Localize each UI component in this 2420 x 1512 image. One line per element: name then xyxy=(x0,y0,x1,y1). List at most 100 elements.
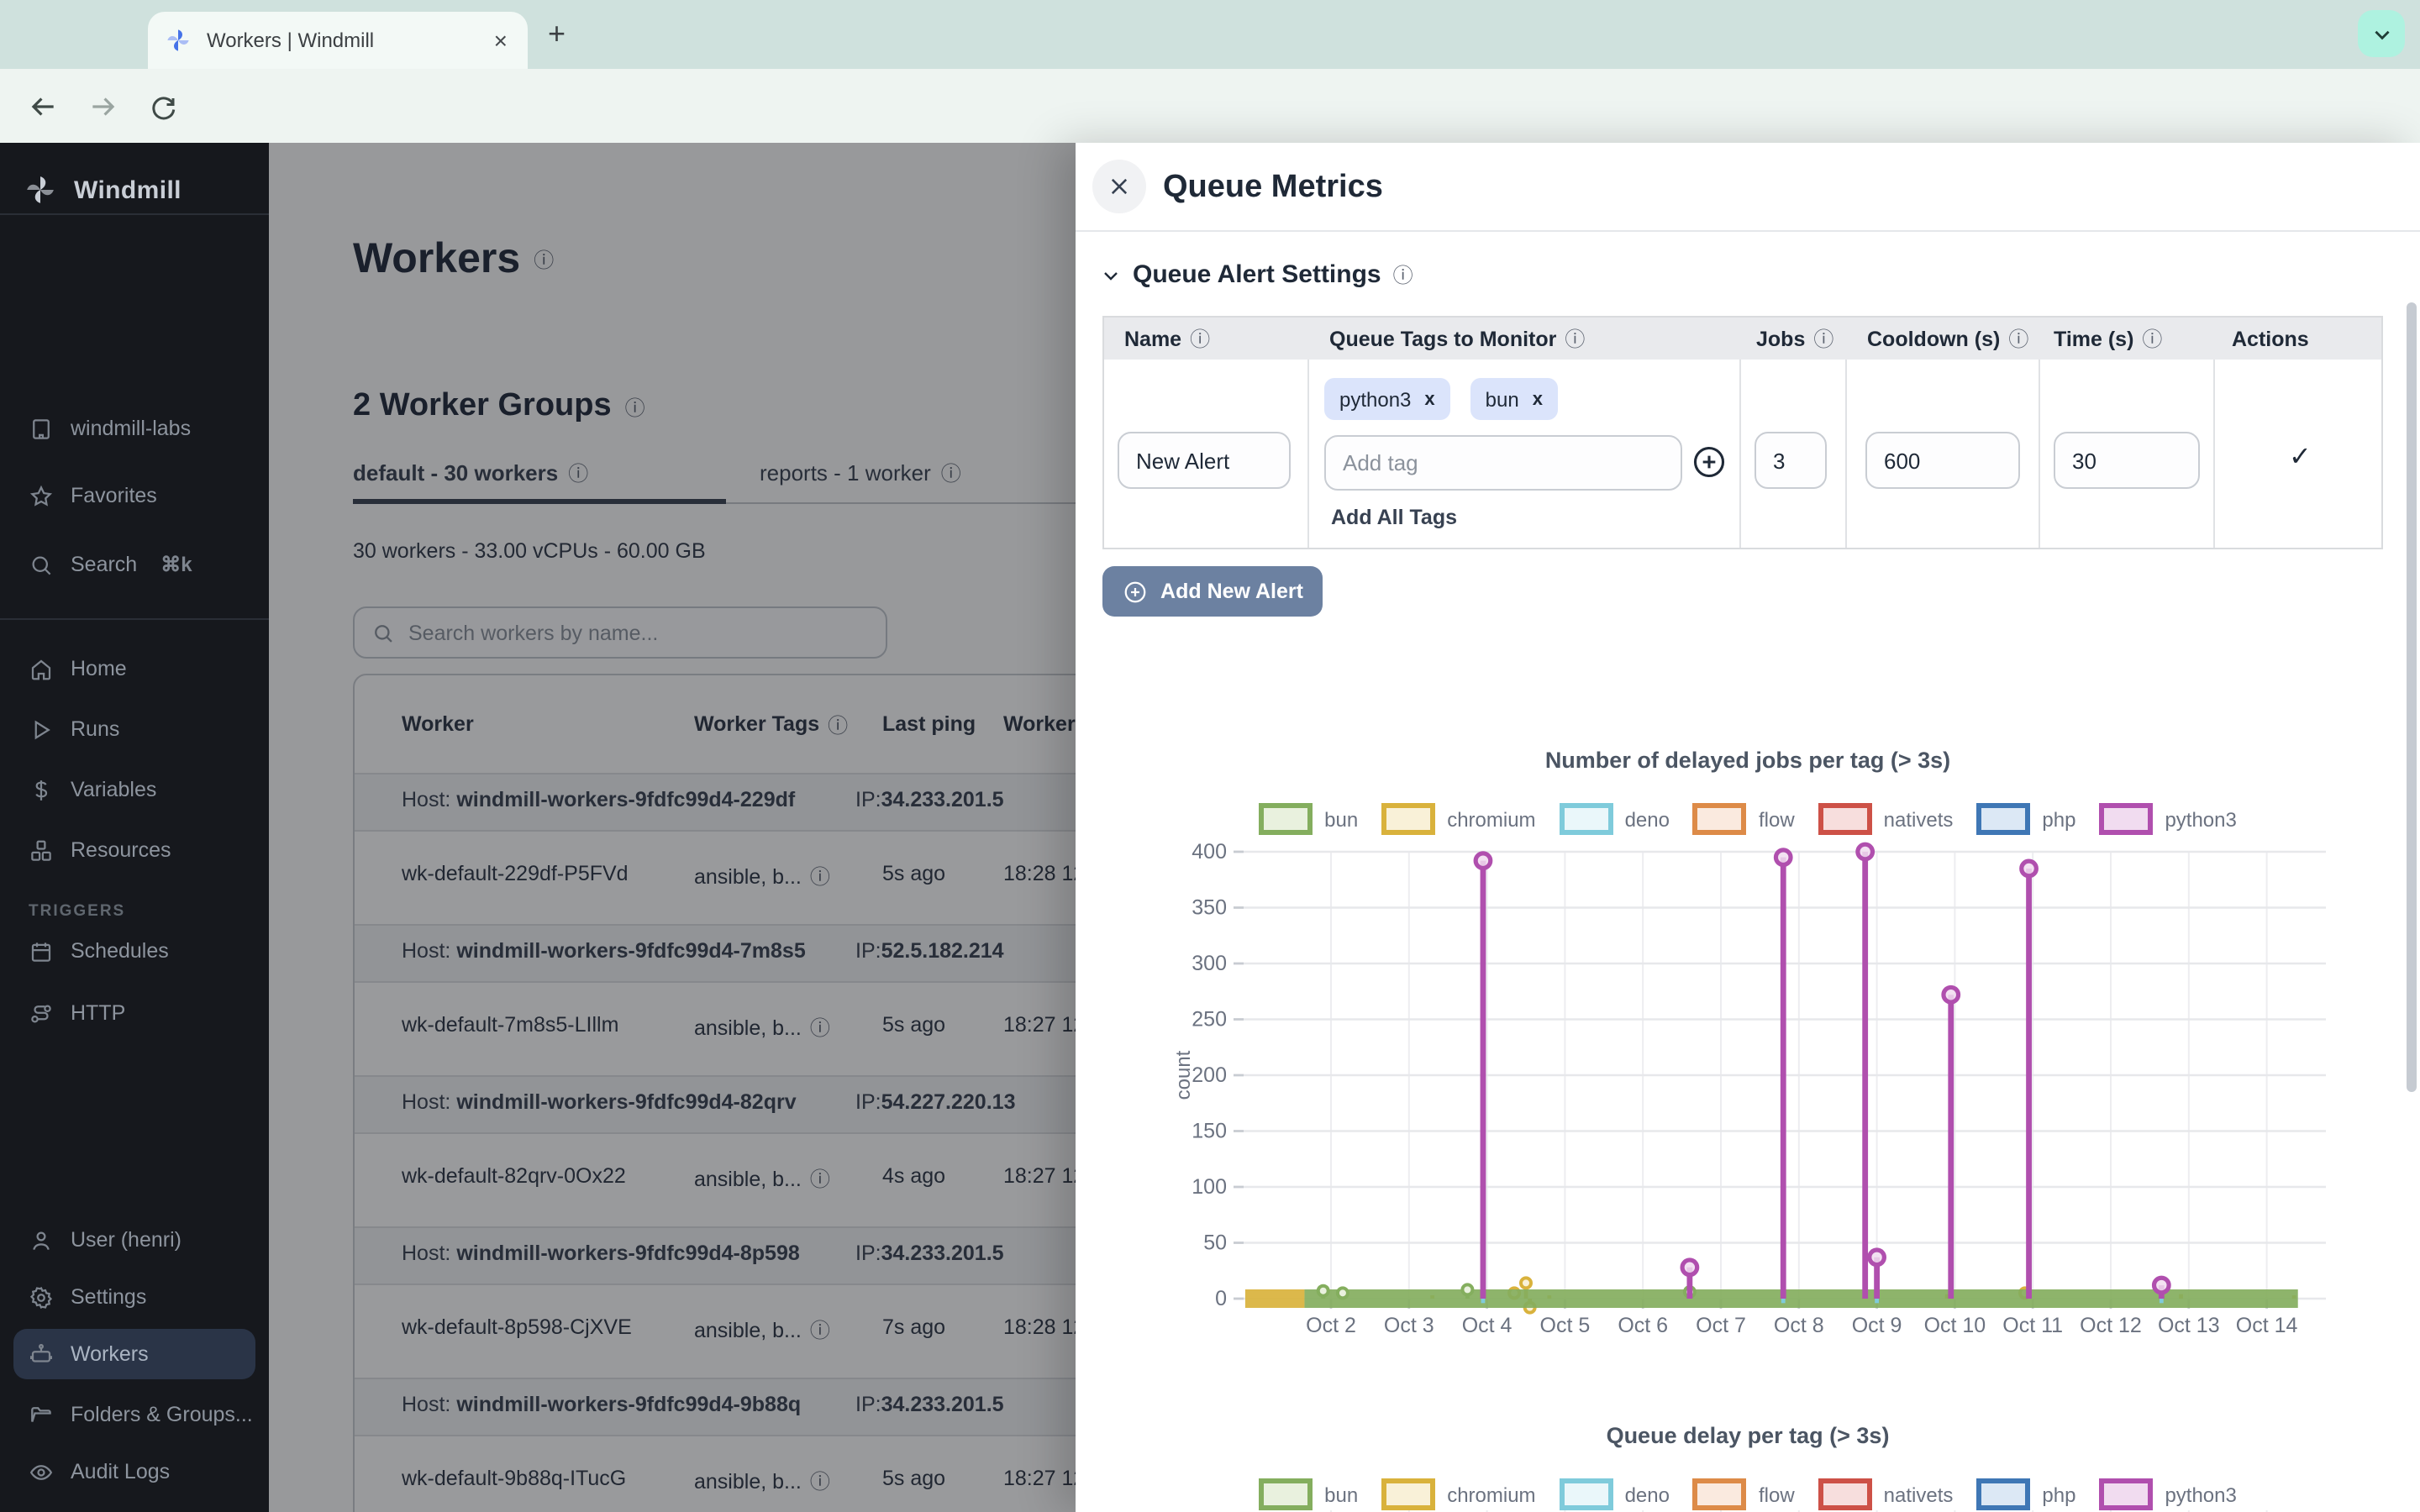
svg-text:Oct 10: Oct 10 xyxy=(1924,1314,1986,1337)
svg-text:Oct 14: Oct 14 xyxy=(2236,1314,2298,1337)
drawer-scrollbar[interactable] xyxy=(2407,302,2417,1092)
legend-swatch xyxy=(1692,803,1747,835)
legend-item-flow[interactable]: flow xyxy=(1692,803,1795,835)
sidebar-item-resources[interactable]: Resources xyxy=(0,825,269,875)
info-icon[interactable]: ⓘ xyxy=(568,462,589,486)
sidebar-item-user[interactable]: User (henri) xyxy=(0,1215,269,1265)
sidebar-divider xyxy=(0,213,269,215)
legend-label: nativets xyxy=(1883,1483,1954,1506)
legend-item-php[interactable]: php xyxy=(1976,1478,2075,1510)
legend-item-bun[interactable]: bun xyxy=(1259,803,1358,835)
legend-item-python3[interactable]: python3 xyxy=(2099,1478,2237,1510)
legend-item-deno[interactable]: deno xyxy=(1559,803,1670,835)
sidebar-item-label: HTTP xyxy=(71,1001,126,1025)
col-actions: Actions xyxy=(2232,327,2309,350)
building-icon xyxy=(27,415,54,442)
search-workers-input[interactable]: Search workers by name... xyxy=(353,606,887,659)
legend-item-nativets[interactable]: nativets xyxy=(1818,803,1953,835)
sidebar-item-folders-groups[interactable]: Folders & Groups... xyxy=(0,1389,269,1440)
legend-item-python3[interactable]: python3 xyxy=(2099,803,2237,835)
legend-label: chromium xyxy=(1447,807,1536,831)
svg-text:200: 200 xyxy=(1192,1063,1227,1087)
sidebar-item-workers[interactable]: Workers xyxy=(13,1329,255,1379)
tab-default-group[interactable]: default - 30 workers ⓘ xyxy=(353,459,588,487)
worker-tags: ansible, b... ⓘ xyxy=(694,1315,830,1344)
legend-item-deno[interactable]: deno xyxy=(1559,1478,1670,1510)
confirm-check-icon[interactable]: ✓ xyxy=(2289,444,2312,472)
col-cooldown: Cooldown (s) ⓘ xyxy=(1847,324,2040,353)
col-jobs: Jobs ⓘ xyxy=(1741,324,1847,353)
svg-text:350: 350 xyxy=(1192,896,1227,920)
info-icon[interactable]: ⓘ xyxy=(809,865,830,889)
back-icon[interactable] xyxy=(24,87,60,124)
jobs-input[interactable]: 3 xyxy=(1754,432,1827,489)
sidebar-item-workspace[interactable]: windmill-labs xyxy=(0,403,269,454)
info-icon[interactable]: ⓘ xyxy=(809,1168,830,1191)
worker-row[interactable]: wk-default-7m8s5-LIllm ansible, b... ⓘ 5s … xyxy=(355,979,2338,1075)
remove-tag-icon[interactable]: x xyxy=(1532,389,1543,409)
legend-item-flow[interactable]: flow xyxy=(1692,1478,1795,1510)
add-all-tags-link[interactable]: Add All Tags xyxy=(1331,506,1457,529)
queue-metrics-drawer: Queue Metrics Queue Alert Settings ⓘ Nam… xyxy=(1076,143,2420,1512)
new-tab-icon[interactable]: + xyxy=(548,17,566,50)
time-input[interactable]: 30 xyxy=(2054,432,2200,489)
calendar-icon xyxy=(27,937,54,964)
forward-icon[interactable] xyxy=(84,87,121,124)
legend-swatch xyxy=(2099,803,2154,835)
tab-search-chevron-button[interactable] xyxy=(2358,10,2405,57)
worker-row[interactable]: wk-default-9b88q-ITucG ansible, b... ⓘ 5s … xyxy=(355,1433,2338,1512)
drawer-close-button[interactable] xyxy=(1092,160,1146,213)
info-icon[interactable]: ⓘ xyxy=(809,1016,830,1040)
add-new-alert-button[interactable]: Add New Alert xyxy=(1102,566,1323,617)
info-icon[interactable]: ⓘ xyxy=(1565,328,1586,351)
reload-icon[interactable] xyxy=(145,87,182,124)
alert-table-header: Name ⓘ Queue Tags to Monitor ⓘ Jobs ⓘ Coold… xyxy=(1104,318,2381,360)
info-icon[interactable]: ⓘ xyxy=(809,1319,830,1342)
sidebar-item-label: Schedules xyxy=(71,939,169,963)
info-icon[interactable]: ⓘ xyxy=(940,462,961,486)
search-icon xyxy=(27,551,54,578)
info-icon[interactable]: ⓘ xyxy=(828,713,849,737)
col-time: Time (s) ⓘ xyxy=(2040,324,2215,353)
legend-item-php[interactable]: php xyxy=(1976,803,2075,835)
info-icon[interactable]: ⓘ xyxy=(624,396,645,419)
queue-alert-settings-header[interactable]: Queue Alert Settings ⓘ xyxy=(1101,260,1413,289)
sidebar-item-favorites[interactable]: Favorites xyxy=(0,470,269,521)
info-icon[interactable]: ⓘ xyxy=(534,249,555,272)
worker-row[interactable]: wk-default-82qrv-0Ox22 ansible, b... ⓘ 4s … xyxy=(355,1131,2338,1226)
sidebar-divider xyxy=(0,618,269,620)
sidebar-item-variables[interactable]: Variables xyxy=(0,764,269,815)
sidebar-item-runs[interactable]: Runs xyxy=(0,704,269,754)
info-icon[interactable]: ⓘ xyxy=(1392,264,1413,287)
tab-close-icon[interactable]: × xyxy=(493,27,508,54)
sidebar-item-home[interactable]: Home xyxy=(0,643,269,694)
sidebar-item-search[interactable]: Search ⌘k xyxy=(0,539,269,590)
legend-swatch xyxy=(1818,1478,1872,1510)
sidebar-item-http[interactable]: HTTP xyxy=(0,988,269,1038)
add-tag-input[interactable]: Add tag xyxy=(1324,435,1682,491)
info-icon[interactable]: ⓘ xyxy=(1813,328,1834,351)
svg-text:50: 50 xyxy=(1203,1231,1227,1255)
legend-item-bun[interactable]: bun xyxy=(1259,1478,1358,1510)
sidebar-logo[interactable]: Windmill xyxy=(0,166,269,213)
remove-tag-icon[interactable]: x xyxy=(1424,389,1435,409)
info-icon[interactable]: ⓘ xyxy=(2008,328,2029,351)
info-icon[interactable]: ⓘ xyxy=(809,1470,830,1494)
legend-label: flow xyxy=(1758,1483,1795,1506)
tab-reports-group[interactable]: reports - 1 worker ⓘ xyxy=(760,459,961,487)
sidebar-item-audit-logs[interactable]: Audit Logs xyxy=(0,1446,269,1497)
sidebar-item-schedules[interactable]: Schedules xyxy=(0,926,269,976)
legend-item-chromium[interactable]: chromium xyxy=(1381,803,1536,835)
sidebar-item-settings[interactable]: Settings xyxy=(0,1272,269,1322)
col-name: Name ⓘ xyxy=(1104,324,1309,353)
cooldown-input[interactable]: 600 xyxy=(1865,432,2020,489)
browser-tab[interactable]: Workers | Windmill × xyxy=(148,12,528,69)
worker-row[interactable]: wk-default-8p598-CjXVE ansible, b... ⓘ 7s … xyxy=(355,1282,2338,1378)
section-title: Queue Alert Settings xyxy=(1133,260,1381,289)
legend-item-nativets[interactable]: nativets xyxy=(1818,1478,1954,1510)
info-icon[interactable]: ⓘ xyxy=(1190,328,1211,351)
add-tag-plus-icon[interactable] xyxy=(1691,444,1728,480)
legend-item-chromium[interactable]: chromium xyxy=(1381,1478,1536,1510)
info-icon[interactable]: ⓘ xyxy=(2142,328,2163,351)
alert-name-input[interactable]: New Alert xyxy=(1118,432,1291,489)
